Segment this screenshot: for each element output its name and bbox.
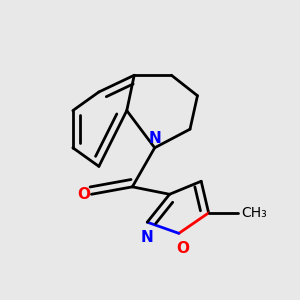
Text: N: N [148, 130, 161, 146]
Text: CH₃: CH₃ [241, 206, 267, 220]
Text: O: O [176, 241, 189, 256]
Text: N: N [141, 230, 154, 245]
Text: O: O [77, 187, 90, 202]
